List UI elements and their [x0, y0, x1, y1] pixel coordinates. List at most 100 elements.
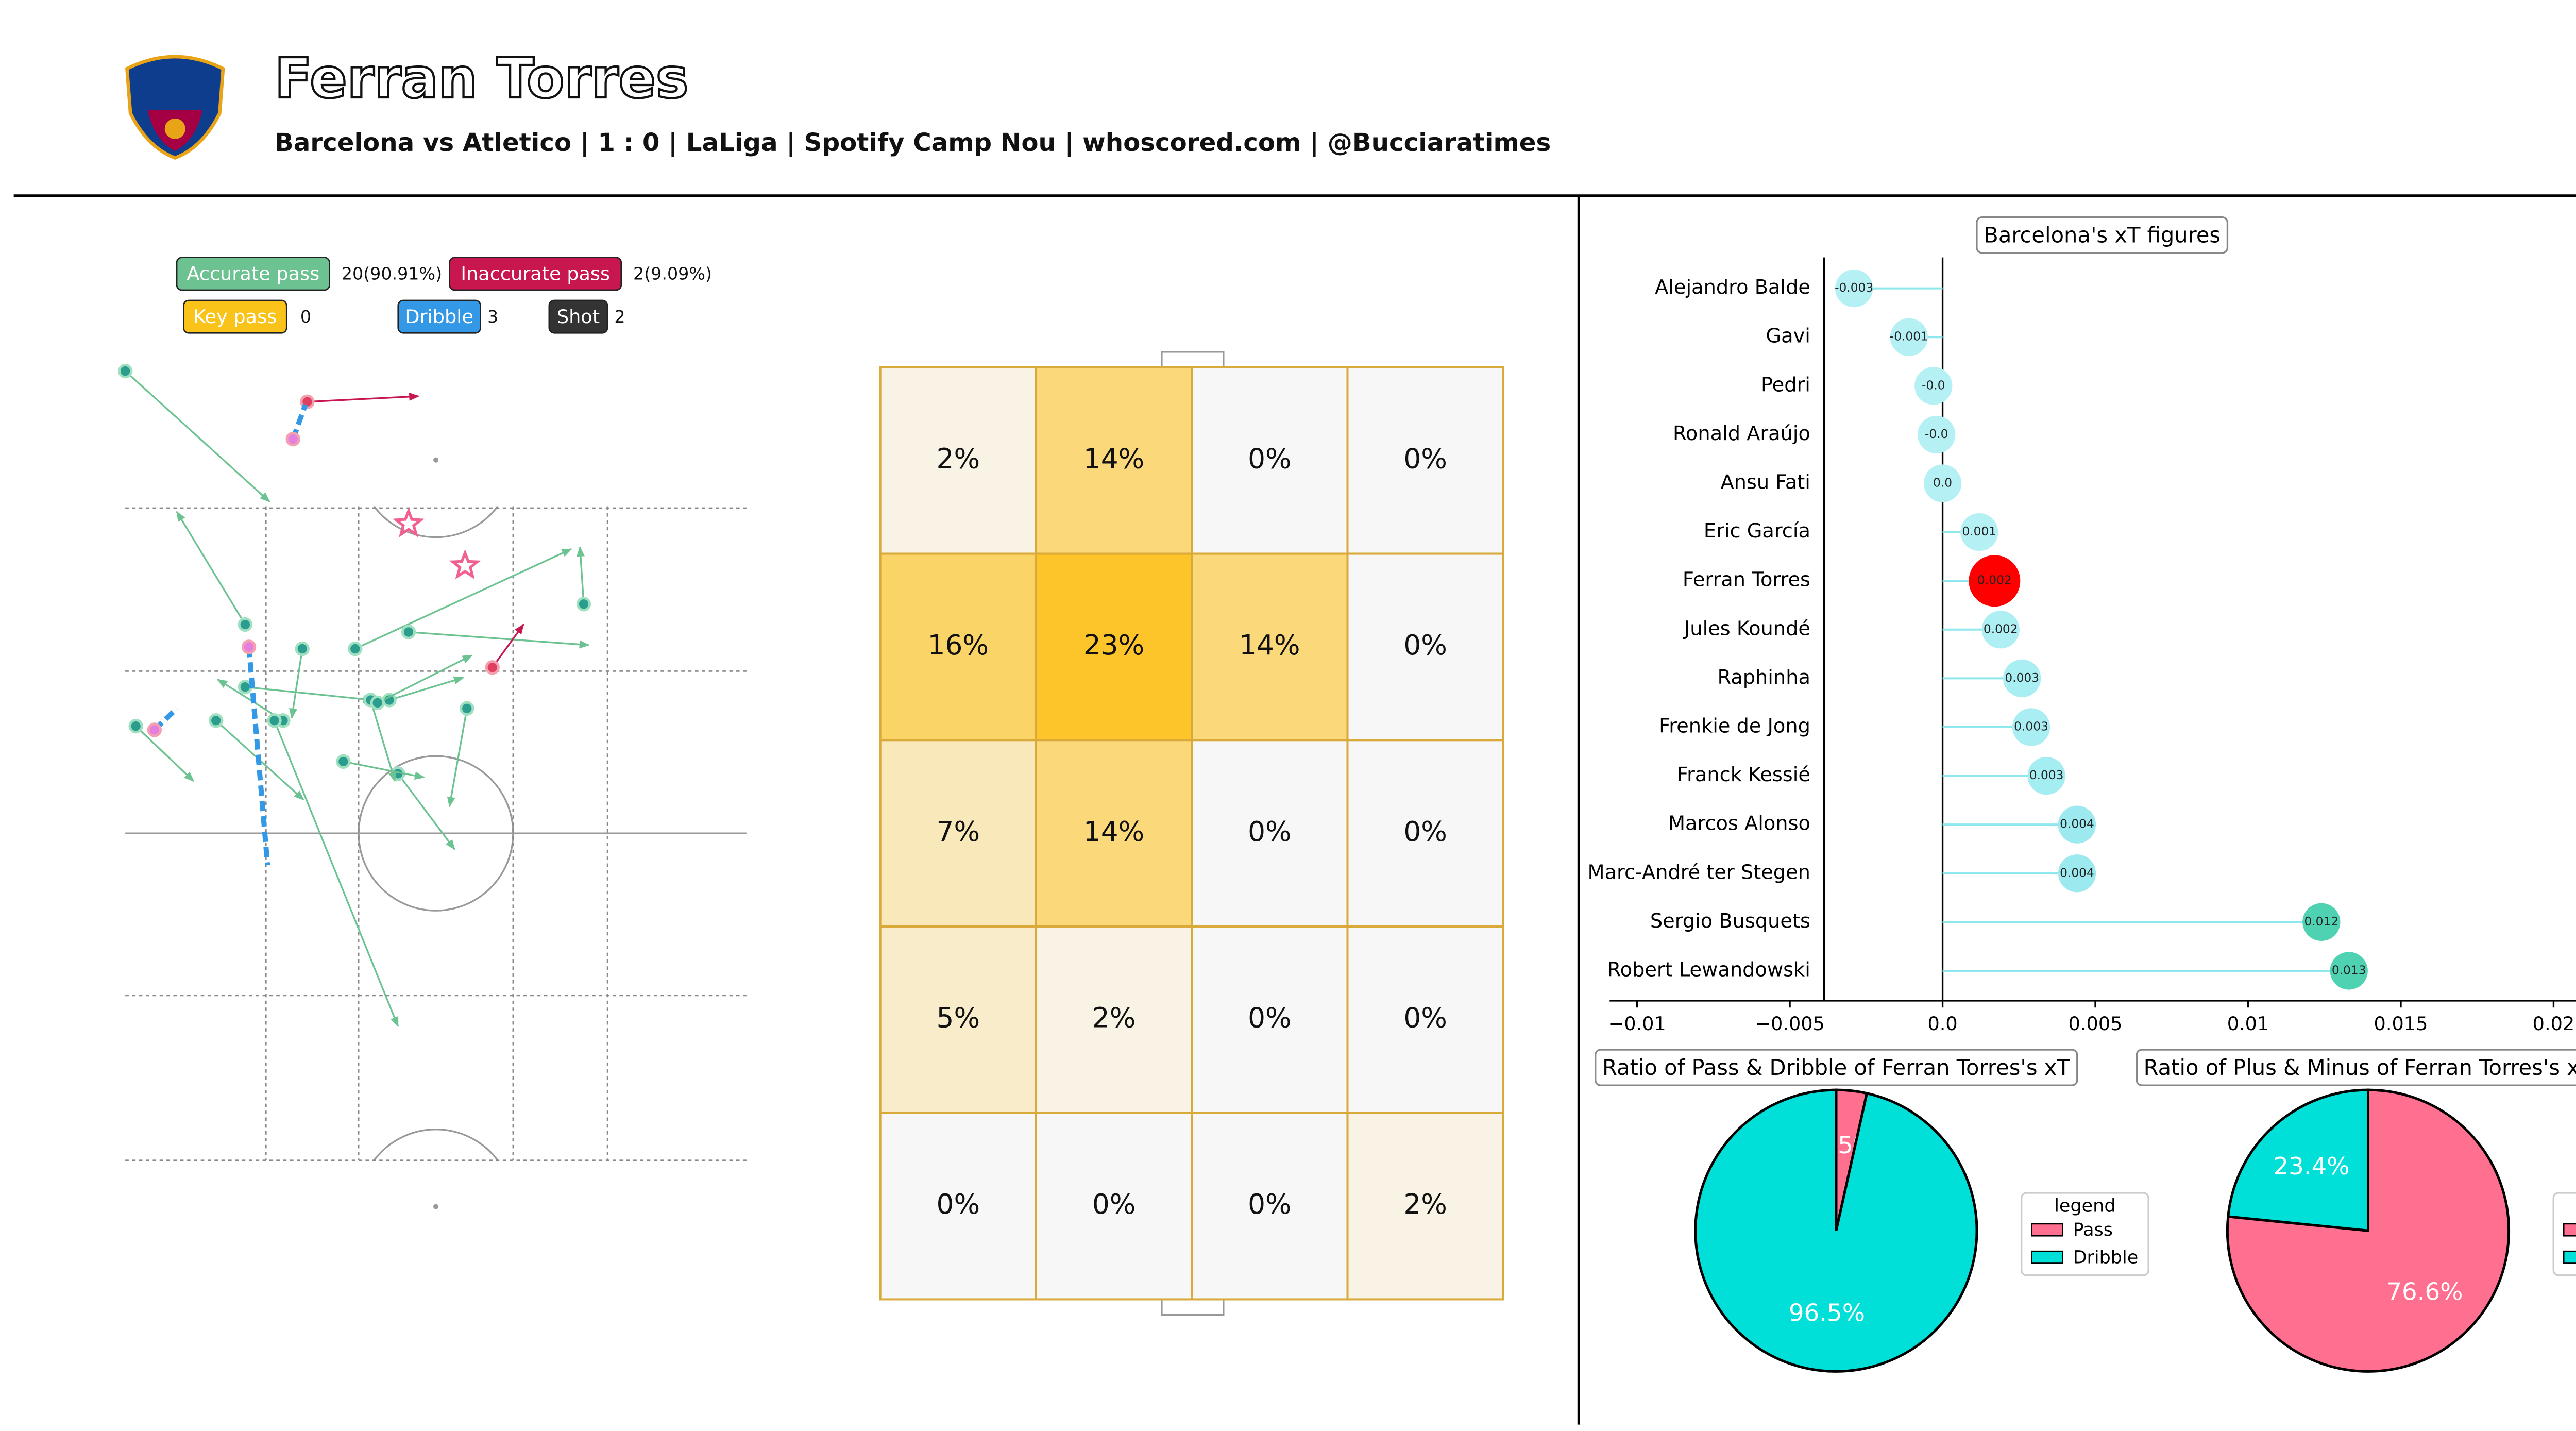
heat-label: 14%	[1083, 443, 1144, 475]
value-label: 0.013	[2332, 963, 2366, 977]
pass-start	[370, 695, 385, 711]
pass-line	[397, 773, 455, 850]
pass-line	[125, 370, 270, 502]
value-label: -0.0	[1925, 427, 1948, 441]
goal	[1161, 1298, 1225, 1316]
legend-swatch	[2031, 1250, 2063, 1264]
y-tick-label: Eric García	[1704, 519, 1810, 543]
lollipop-head	[1981, 611, 2020, 649]
y-tick-label: Marc-André ter Stegen	[1588, 861, 1810, 884]
heat-cell	[1191, 925, 1349, 1114]
legend-count: 20(90.91%)	[342, 263, 442, 283]
y-tick-label: Pedri	[1761, 373, 1810, 396]
y-tick-label: Marcos Alonso	[1668, 812, 1810, 835]
heat-label: 0%	[1248, 443, 1292, 475]
pass-start	[209, 713, 224, 728]
heat-label: 0%	[937, 1188, 980, 1220]
pass-start	[576, 597, 591, 612]
heat-label: 23%	[1083, 629, 1144, 661]
heat-label: 0%	[1403, 1002, 1447, 1034]
heat-cell	[879, 1112, 1037, 1301]
lollipop-head	[1960, 513, 1998, 551]
heat-cell	[879, 366, 1037, 555]
title-box	[1976, 216, 2229, 254]
pass-line	[245, 686, 374, 703]
pass-start	[147, 722, 162, 737]
pass-line	[289, 648, 303, 719]
pie-slice	[2226, 1088, 2511, 1373]
title: Ferran Torres	[275, 47, 688, 111]
legend-swatch	[2563, 1250, 2576, 1264]
pie-slice	[2226, 1088, 2369, 1232]
legend-count: 2	[614, 307, 625, 327]
pass-line	[389, 676, 464, 701]
legend-box	[183, 299, 287, 334]
pass-start	[336, 754, 351, 769]
lollipop-head	[1918, 415, 1956, 454]
pass-start	[382, 693, 397, 708]
heat-cell	[879, 739, 1037, 928]
heat-cell	[1346, 925, 1504, 1114]
value-label: -0.0	[1922, 378, 1945, 392]
heat-cell	[1346, 552, 1504, 742]
legend-count: 2(9.09%)	[633, 263, 712, 283]
x-tick-label: 0.0	[1927, 1013, 1957, 1035]
x-tick-label: 0.01	[2227, 1013, 2269, 1035]
pitch	[125, 457, 747, 1209]
heat-cell	[1035, 1112, 1193, 1301]
value-label: 0.004	[2060, 817, 2094, 831]
legend-label: Inaccurate pass	[461, 262, 610, 284]
pass-start	[285, 431, 300, 447]
x-tick-label: 0.015	[2374, 1013, 2428, 1035]
heat-label: 0%	[1248, 1002, 1292, 1034]
lollipop-head	[2302, 903, 2341, 941]
pass-start	[401, 625, 416, 639]
y-tick-label: Jules Koundé	[1683, 617, 1810, 640]
value-label: 0.003	[2014, 719, 2048, 733]
heat-label: 0%	[1403, 443, 1447, 475]
y-tick-label: Franck Kessié	[1677, 763, 1810, 786]
lollipop-head	[2003, 659, 2041, 698]
y-tick-label: Robert Lewandowski	[1607, 958, 1810, 981]
pass-start	[485, 660, 500, 675]
shot	[393, 507, 425, 538]
shot	[449, 549, 481, 580]
pie-label: 76.6%	[2386, 1277, 2463, 1305]
pass-line	[354, 548, 572, 650]
value-label: -0.001	[1890, 330, 1928, 344]
pass-line	[273, 720, 399, 1028]
lollipop-head	[2058, 854, 2096, 893]
heat-cell	[1035, 366, 1193, 555]
title-box	[2136, 1049, 2576, 1086]
pass-start	[460, 701, 474, 716]
legend-label: Dribble	[405, 306, 473, 328]
y-tick-label: Raphinha	[1717, 666, 1810, 689]
y-tick-label: Sergio Busquets	[1650, 910, 1810, 933]
value-label: 0.002	[1977, 574, 2012, 587]
pass-start	[241, 639, 257, 654]
heat-cell	[1191, 1112, 1349, 1301]
heat-label: 0%	[1092, 1188, 1136, 1220]
heat-label: 2%	[1403, 1188, 1447, 1220]
legend-box	[397, 299, 481, 334]
legend-box	[176, 257, 330, 291]
value-label: -0.003	[1835, 281, 1873, 295]
y-tick-label: Ronald Araújo	[1673, 422, 1810, 445]
heat-label: 14%	[1239, 629, 1300, 661]
y-tick-label: Ansu Fati	[1720, 471, 1810, 494]
value-label: 0.0	[1933, 476, 1952, 490]
pass-start	[117, 363, 133, 379]
legend-label: Pass	[2073, 1220, 2113, 1240]
title-box	[1595, 1049, 2078, 1086]
heat-label: 0%	[1248, 816, 1292, 848]
heat-label: 5%	[937, 1002, 980, 1034]
legend-label: Dribble	[2073, 1248, 2139, 1268]
legend-box	[449, 257, 622, 291]
legend-box	[548, 299, 608, 334]
legend-swatch	[2031, 1223, 2063, 1237]
heat-label: 16%	[928, 629, 989, 661]
value-label: 0.003	[2005, 671, 2039, 685]
y-tick-label: Frenkie de Jong	[1659, 714, 1810, 737]
heat-label: 7%	[937, 816, 980, 848]
heat-label: 0%	[1403, 816, 1447, 848]
